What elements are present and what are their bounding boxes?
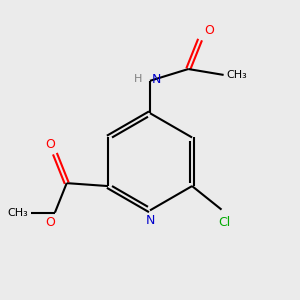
Text: O: O [46, 138, 56, 151]
Text: O: O [205, 24, 214, 37]
Text: N: N [145, 214, 155, 227]
Text: Cl: Cl [218, 215, 231, 229]
Text: O: O [46, 215, 56, 229]
Text: N: N [152, 73, 161, 86]
Text: H: H [134, 74, 142, 84]
Text: CH₃: CH₃ [226, 70, 247, 80]
Text: CH₃: CH₃ [8, 208, 29, 218]
